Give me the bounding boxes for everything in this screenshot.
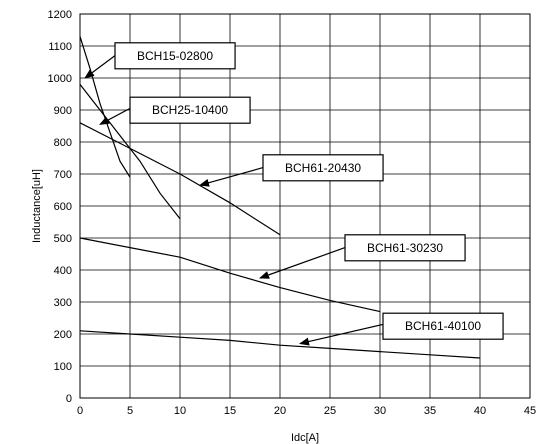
x-tick-label: 0 [77, 405, 83, 417]
y-tick-label: 1000 [48, 73, 72, 85]
x-tick-label: 40 [474, 405, 486, 417]
callout-bch15-02800: BCH15-02800 [84, 42, 236, 79]
x-tick-label: 45 [524, 405, 536, 417]
callout-bch61-40100: BCH61-40100 [299, 312, 504, 346]
y-tick-label: 700 [54, 169, 72, 181]
y-tick-label: 1200 [48, 9, 72, 21]
callout-box [262, 154, 384, 182]
callout-bch61-30230: BCH61-30230 [259, 234, 466, 279]
y-axis-label: Inductance[uH] [31, 169, 43, 243]
series-line-bch61-30230 [79, 237, 381, 313]
x-tick-label: 35 [424, 405, 436, 417]
callout-bch25-10400: BCH25-10400 [99, 96, 251, 125]
callout-arrow [259, 247, 346, 279]
callout-arrow [84, 55, 116, 79]
callout-box [129, 96, 251, 124]
y-tick-label: 500 [54, 233, 72, 245]
x-tick-labels: 0 5 10 15 20 25 30 35 40 45 [77, 405, 536, 417]
y-tick-label: 900 [54, 105, 72, 117]
series-line-bch61-20430 [79, 122, 281, 236]
x-axis-label: Idc[A] [291, 432, 319, 444]
x-tick-label: 10 [174, 405, 186, 417]
series-line-bch61-40100 [79, 330, 481, 359]
y-tick-label: 1100 [48, 41, 72, 53]
y-tick-label: 100 [54, 361, 72, 373]
callout-bch61-20430: BCH61-20430 [199, 154, 384, 187]
x-tick-label: 15 [224, 405, 236, 417]
callout-box [382, 312, 504, 340]
callout-arrow [199, 167, 264, 187]
y-tick-label: 600 [54, 201, 72, 213]
plot-frame [79, 13, 531, 399]
y-tick-label: 800 [54, 137, 72, 149]
y-tick-label: 400 [54, 265, 72, 277]
x-tick-label: 5 [127, 405, 133, 417]
callout-arrow [299, 323, 384, 346]
callout-box [114, 42, 236, 70]
x-tick-label: 25 [324, 405, 336, 417]
callout-label: BCH61-40100 [405, 319, 481, 333]
callout-labels: BCH15-02800 BCH25-10400 BCH61-20430 BCH61-3… [84, 42, 504, 346]
x-tick-label: 20 [274, 405, 286, 417]
x-tick-label: 30 [374, 405, 386, 417]
callout-label: BCH25-10400 [152, 103, 228, 117]
callout-arrow [99, 107, 131, 125]
callout-box [344, 234, 466, 262]
callout-label: BCH61-30230 [367, 241, 443, 255]
callout-label: BCH61-20430 [285, 161, 361, 175]
callout-label: BCH15-02800 [137, 49, 213, 63]
y-tick-label: 0 [66, 393, 72, 405]
y-tick-label: 200 [54, 329, 72, 341]
y-tick-labels: 0 100 200 300 400 500 600 700 800 900 1000 1100 1200 [48, 9, 72, 405]
y-tick-label: 300 [54, 297, 72, 309]
